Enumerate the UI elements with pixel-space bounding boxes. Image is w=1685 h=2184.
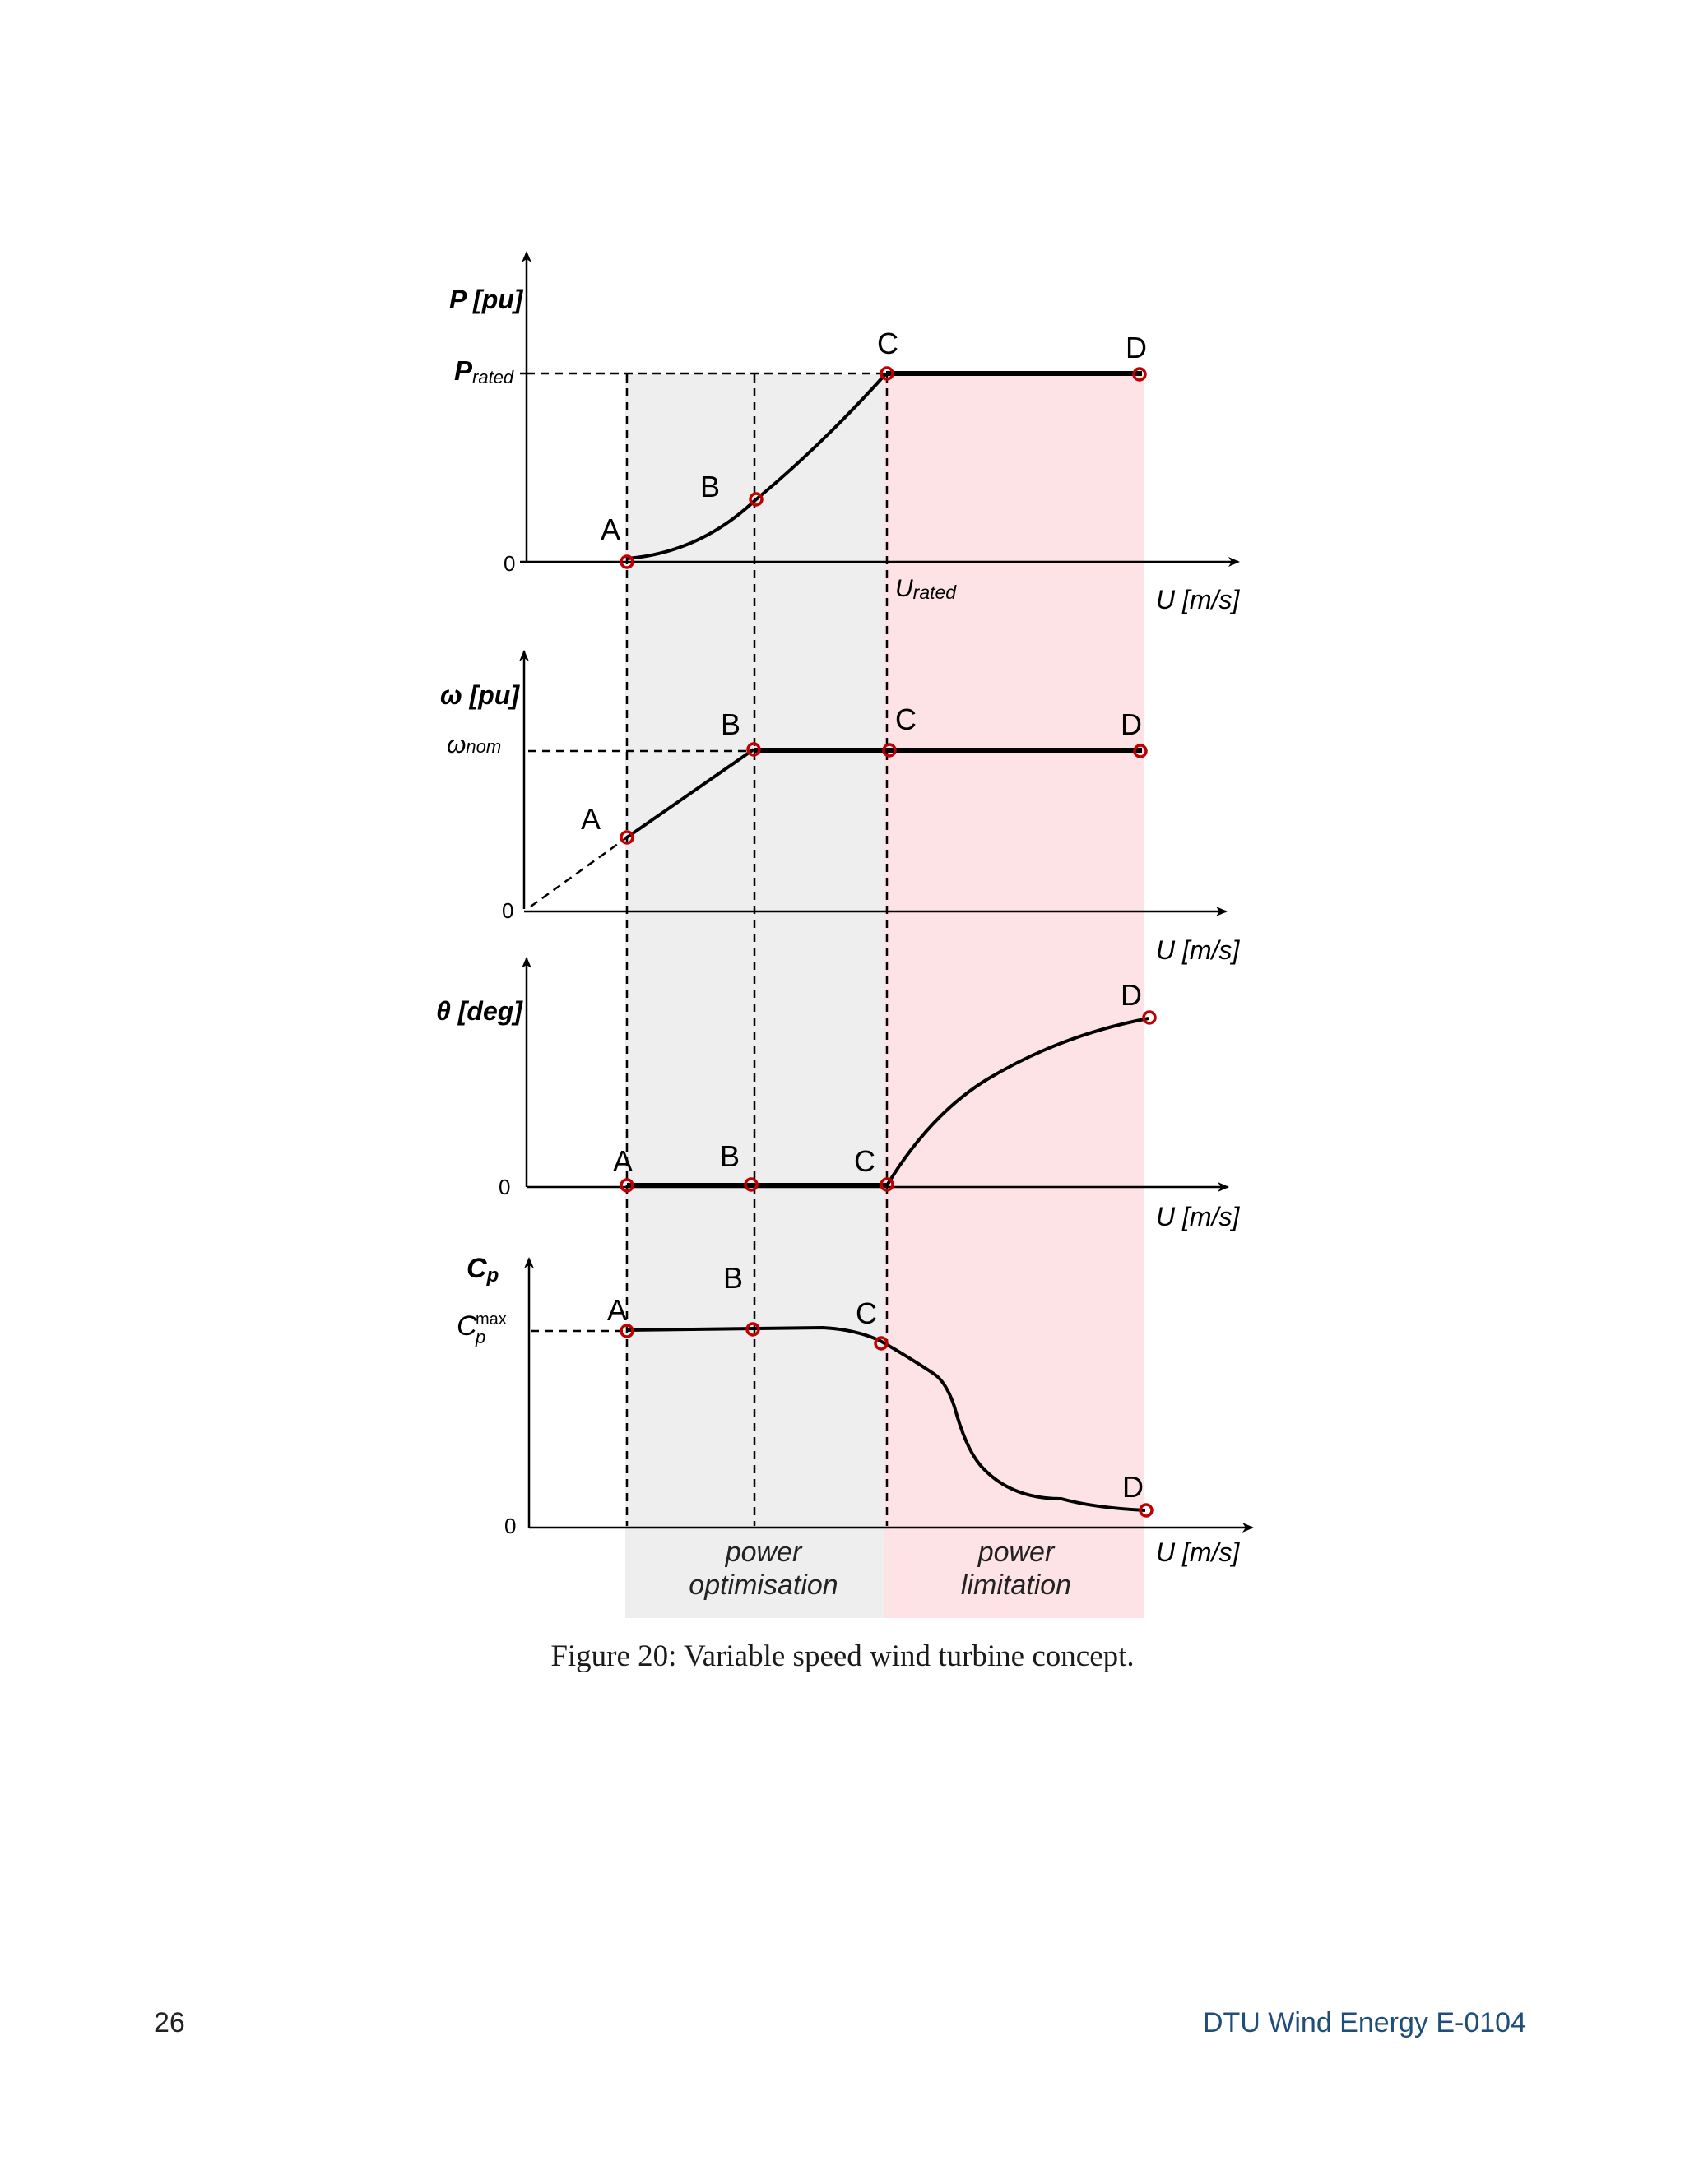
speed-point-c-label: C xyxy=(895,702,917,736)
pitch-point-d-label: D xyxy=(1121,978,1142,1012)
cp-point-a-label: A xyxy=(607,1293,627,1327)
panel-rotor-speed: ω [pu] ωnom 0 U [m/s] A B C D xyxy=(440,650,1240,965)
power-point-c-label: C xyxy=(877,327,898,360)
speed-origin-dashed xyxy=(530,836,628,908)
cp-tick-max-main: C xyxy=(457,1310,477,1342)
cp-tick-max-sup: max xyxy=(476,1310,507,1328)
cp-point-a xyxy=(620,1324,634,1338)
cp-tick-max-sub: p xyxy=(475,1327,485,1347)
power-point-a-label: A xyxy=(601,512,620,546)
panel-power: P [pu] Prated 0 Urated U [m/s] A B C D xyxy=(449,251,1240,614)
cp-point-b-label: B xyxy=(723,1261,743,1295)
region-label-optimisation-line2: optimisation xyxy=(689,1570,838,1601)
power-point-c xyxy=(880,366,894,381)
pitch-x-label: U [m/s] xyxy=(1156,1202,1240,1231)
power-x-tick-rated-label: Urated xyxy=(895,575,957,603)
cp-y-label: Cp xyxy=(467,1253,499,1287)
report-label: DTU Wind Energy E-0104 xyxy=(1202,2007,1526,2038)
speed-point-c xyxy=(882,743,897,758)
speed-x-label: U [m/s] xyxy=(1156,935,1240,965)
speed-point-b xyxy=(746,742,761,757)
pitch-point-d xyxy=(1142,1010,1157,1025)
pitch-point-c xyxy=(880,1177,894,1192)
power-tick-zero-label: 0 xyxy=(504,551,515,576)
pitch-point-c-label: C xyxy=(854,1144,875,1178)
power-x-label: U [m/s] xyxy=(1156,585,1240,614)
cp-point-d-label: D xyxy=(1122,1470,1144,1504)
pitch-point-b-label: B xyxy=(720,1139,740,1173)
speed-point-b-label: B xyxy=(721,707,740,741)
power-point-d-label: D xyxy=(1126,331,1147,364)
region-label-optimisation-line1: power xyxy=(725,1537,803,1568)
speed-point-a xyxy=(620,830,634,845)
speed-tick-zero-label: 0 xyxy=(502,898,513,923)
figure-caption: Figure 20: Variable speed wind turbine c… xyxy=(550,1639,1135,1673)
panel-cp: Cp C max p 0 U [m/s] A B C D xyxy=(457,1253,1254,1567)
pitch-point-b xyxy=(744,1177,759,1192)
cp-point-c xyxy=(874,1336,889,1351)
pitch-y-label: θ [deg] xyxy=(436,996,523,1026)
pitch-point-a xyxy=(620,1178,634,1193)
region-label-limitation-line2: limitation xyxy=(961,1570,1071,1601)
region-label-limitation-line1: power xyxy=(977,1537,1056,1568)
power-y-label: P [pu] xyxy=(449,285,524,314)
speed-y-label: ω [pu] xyxy=(440,680,520,710)
pitch-tick-zero-label: 0 xyxy=(499,1175,510,1199)
cp-point-d xyxy=(1139,1503,1154,1518)
cp-x-label: U [m/s] xyxy=(1156,1537,1240,1567)
speed-point-d xyxy=(1133,744,1148,758)
power-point-d xyxy=(1132,367,1147,382)
region-power-limitation xyxy=(884,374,1144,1618)
page-number: 26 xyxy=(154,2007,185,2038)
power-point-b-label: B xyxy=(700,470,720,503)
speed-point-d-label: D xyxy=(1121,707,1142,741)
speed-point-a-label: A xyxy=(581,802,601,836)
power-point-b xyxy=(749,492,764,507)
pitch-point-a-label: A xyxy=(613,1144,633,1178)
pitch-curve-c-d xyxy=(885,1017,1149,1187)
cp-point-b xyxy=(745,1322,760,1337)
power-curve-a-c xyxy=(626,372,888,560)
speed-tick-nom-label: ωnom xyxy=(447,731,501,758)
cp-tick-zero-label: 0 xyxy=(504,1514,516,1538)
panel-pitch: θ [deg] 0 U [m/s] A B C D xyxy=(436,957,1240,1231)
speed-curve-a-b xyxy=(625,748,755,839)
cp-curve xyxy=(626,1325,1146,1512)
cp-point-c-label: C xyxy=(856,1296,877,1330)
power-tick-rated-label: Prated xyxy=(454,355,514,387)
power-point-a xyxy=(620,554,634,569)
